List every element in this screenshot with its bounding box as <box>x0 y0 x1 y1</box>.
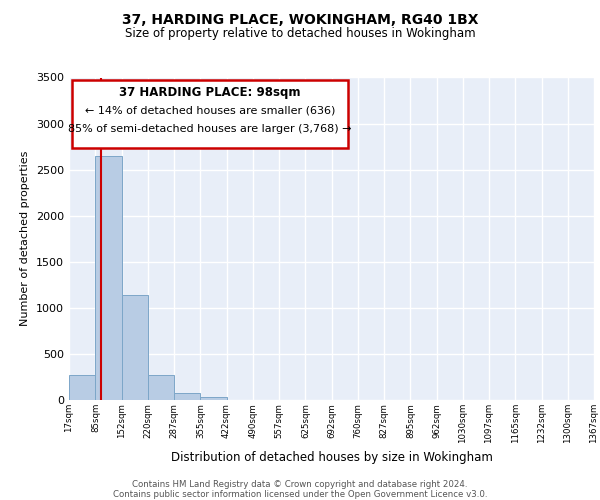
Bar <box>200 397 227 400</box>
Text: Contains HM Land Registry data © Crown copyright and database right 2024.: Contains HM Land Registry data © Crown c… <box>132 480 468 489</box>
Text: ← 14% of detached houses are smaller (636): ← 14% of detached houses are smaller (63… <box>85 105 335 115</box>
Y-axis label: Number of detached properties: Number of detached properties <box>20 151 31 326</box>
Bar <box>174 392 200 400</box>
Bar <box>121 295 148 400</box>
Text: 85% of semi-detached houses are larger (3,768) →: 85% of semi-detached houses are larger (… <box>68 124 352 134</box>
Bar <box>148 375 174 400</box>
Text: Size of property relative to detached houses in Wokingham: Size of property relative to detached ho… <box>125 28 475 40</box>
X-axis label: Distribution of detached houses by size in Wokingham: Distribution of detached houses by size … <box>170 452 493 464</box>
Text: 37, HARDING PLACE, WOKINGHAM, RG40 1BX: 37, HARDING PLACE, WOKINGHAM, RG40 1BX <box>122 12 478 26</box>
Text: Contains public sector information licensed under the Open Government Licence v3: Contains public sector information licen… <box>113 490 487 499</box>
Text: 37 HARDING PLACE: 98sqm: 37 HARDING PLACE: 98sqm <box>119 86 301 99</box>
Bar <box>69 375 95 400</box>
Bar <box>95 156 121 400</box>
